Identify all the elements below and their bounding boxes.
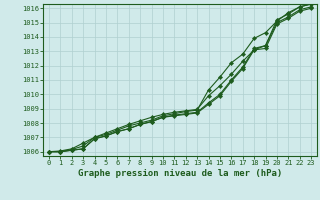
X-axis label: Graphe pression niveau de la mer (hPa): Graphe pression niveau de la mer (hPa)	[78, 169, 282, 178]
